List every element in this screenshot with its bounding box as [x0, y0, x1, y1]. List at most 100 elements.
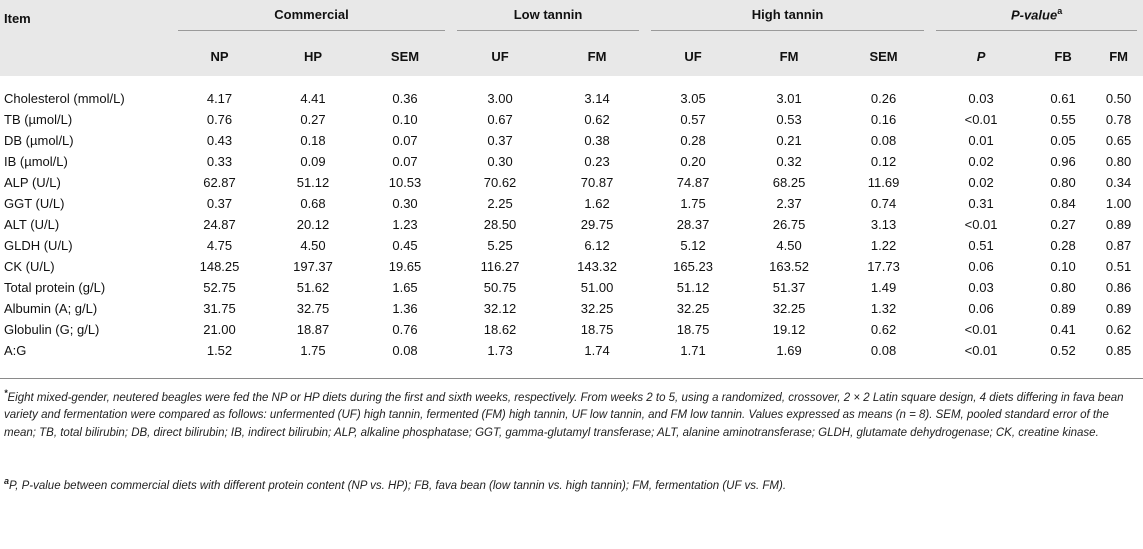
- row-value-cell: 163.52: [769, 259, 809, 274]
- row-value-cell: 4.75: [206, 238, 233, 253]
- row-value-cell: 0.76: [392, 322, 418, 337]
- row-value-cell: 0.78: [1105, 112, 1132, 127]
- row-value-cell: 143.32: [577, 259, 617, 274]
- row-value-cell: 0.87: [1105, 238, 1132, 253]
- col-fm-pvalue: FM: [1109, 49, 1128, 64]
- row-value-cell: 1.23: [392, 217, 418, 232]
- row-value-cell: 0.10: [392, 112, 418, 127]
- row-value-cell: 0.76: [206, 112, 233, 127]
- footnote-a-mark: a: [4, 476, 10, 486]
- row-value-cell: 4.17: [206, 91, 233, 106]
- row-value-cell: 51.00: [580, 280, 614, 295]
- row-value-cell: 0.27: [1050, 217, 1076, 232]
- row-value-cell: 6.12: [584, 238, 610, 253]
- row-value-cell: 1.75: [680, 196, 706, 211]
- col-fb: FB: [1054, 49, 1072, 64]
- row-value-cell: 1.74: [584, 343, 610, 358]
- row-value-cell: 32.25: [676, 301, 710, 316]
- table-body: Cholesterol (mmol/L) 4.17 4.41 0.36 3.00 3.14…: [0, 76, 1143, 361]
- row-value-cell: 4.50: [300, 238, 326, 253]
- row-value-cell: 20.12: [296, 217, 330, 232]
- table-row: ALP (U/L) 62.87 51.12 10.53 70.62 70.87 74.87 6…: [0, 172, 1143, 193]
- group-low-tannin: Low tannin: [457, 7, 640, 31]
- row-item-label: TB (µmol/L): [4, 112, 73, 127]
- col-uf-low: UF: [491, 49, 509, 64]
- row-value-cell: 0.23: [584, 154, 610, 169]
- row-value-cell: 0.45: [392, 238, 418, 253]
- row-value-cell: 0.06: [968, 259, 994, 274]
- row-value-cell: 18.87: [296, 322, 330, 337]
- table-row: Cholesterol (mmol/L) 4.17 4.41 0.36 3.00 3.14…: [0, 88, 1143, 109]
- row-value-cell: 0.02: [968, 175, 994, 190]
- row-value-cell: 0.80: [1050, 280, 1076, 295]
- group-commercial: Commercial: [178, 7, 446, 31]
- row-value-cell: 0.09: [300, 154, 326, 169]
- row-item-label: GLDH (U/L): [4, 238, 73, 253]
- row-value-cell: 19.12: [772, 322, 806, 337]
- row-value-cell: 31.75: [203, 301, 236, 316]
- row-value-cell: 0.20: [680, 154, 706, 169]
- row-value-cell: 2.25: [487, 196, 513, 211]
- row-value-cell: 10.53: [388, 175, 422, 190]
- row-value-cell: 0.01: [968, 133, 994, 148]
- row-value-cell: 1.71: [680, 343, 706, 358]
- row-value-cell: 52.75: [203, 280, 236, 295]
- row-value-cell: 1.69: [776, 343, 802, 358]
- row-value-cell: <0.01: [964, 343, 998, 358]
- row-value-cell: 0.57: [680, 112, 706, 127]
- row-value-cell: 0.89: [1050, 301, 1076, 316]
- row-item-label: A:G: [4, 343, 27, 358]
- row-value-cell: 0.68: [300, 196, 326, 211]
- row-value-cell: 51.37: [772, 280, 806, 295]
- row-value-cell: 0.50: [1105, 91, 1132, 106]
- row-value-cell: 2.37: [776, 196, 802, 211]
- row-value-cell: 17.73: [867, 259, 900, 274]
- row-value-cell: 0.61: [1050, 91, 1076, 106]
- row-item-label: ALP (U/L): [4, 175, 61, 190]
- row-item-label: Albumin (A; g/L): [4, 301, 98, 316]
- row-value-cell: 0.03: [968, 91, 994, 106]
- row-value-cell: 0.21: [776, 133, 802, 148]
- pvalue-footnote-mark: a: [1057, 5, 1063, 16]
- row-value-cell: 0.52: [1050, 343, 1076, 358]
- row-value-cell: 3.00: [487, 91, 513, 106]
- row-value-cell: 0.27: [300, 112, 326, 127]
- row-item-label: Total protein (g/L): [4, 280, 106, 295]
- col-uf-high: UF: [684, 49, 702, 64]
- row-value-cell: <0.01: [964, 217, 998, 232]
- row-value-cell: 32.75: [296, 301, 330, 316]
- row-item-label: GGT (U/L): [4, 196, 65, 211]
- footnote-general-text: Eight mixed-gender, neutered beagles wer…: [4, 391, 1124, 439]
- row-value-cell: 0.02: [968, 154, 994, 169]
- row-value-cell: 26.75: [772, 217, 806, 232]
- row-value-cell: 0.18: [300, 133, 326, 148]
- row-value-cell: 0.07: [392, 133, 418, 148]
- header-background: [0, 0, 1143, 76]
- row-value-cell: 0.28: [1050, 238, 1076, 253]
- row-value-cell: <0.01: [964, 322, 998, 337]
- row-value-cell: 3.14: [584, 91, 610, 106]
- row-value-cell: 0.31: [968, 196, 994, 211]
- row-value-cell: 0.26: [870, 91, 897, 106]
- table-row: TB (µmol/L) 0.76 0.27 0.10 0.67 0.62 0.57 0.53 0…: [0, 109, 1143, 130]
- row-value-cell: 28.50: [483, 217, 517, 232]
- row-value-cell: 0.32: [776, 154, 802, 169]
- table-bottom-rule: [0, 378, 1143, 379]
- row-value-cell: 51.62: [296, 280, 330, 295]
- row-value-cell: 0.62: [1105, 322, 1132, 337]
- row-value-cell: 148.25: [199, 259, 240, 274]
- col-p: P: [976, 49, 986, 64]
- row-value-cell: 0.33: [206, 154, 233, 169]
- row-value-cell: 28.37: [676, 217, 710, 232]
- row-value-cell: 0.30: [487, 154, 513, 169]
- group-pvalue: P-valuea: [936, 5, 1138, 32]
- footnote-a-text: P, P-value between commercial diets with…: [9, 479, 787, 492]
- row-value-cell: 0.89: [1105, 301, 1132, 316]
- row-value-cell: 0.28: [680, 133, 706, 148]
- footnote-star-mark: *: [4, 388, 8, 398]
- row-value-cell: 0.07: [392, 154, 418, 169]
- row-value-cell: 0.06: [968, 301, 994, 316]
- row-value-cell: 0.80: [1105, 154, 1132, 169]
- row-value-cell: 11.69: [867, 175, 900, 190]
- table-row: Total protein (g/L) 52.75 51.62 1.65 50.75 51…: [0, 277, 1143, 298]
